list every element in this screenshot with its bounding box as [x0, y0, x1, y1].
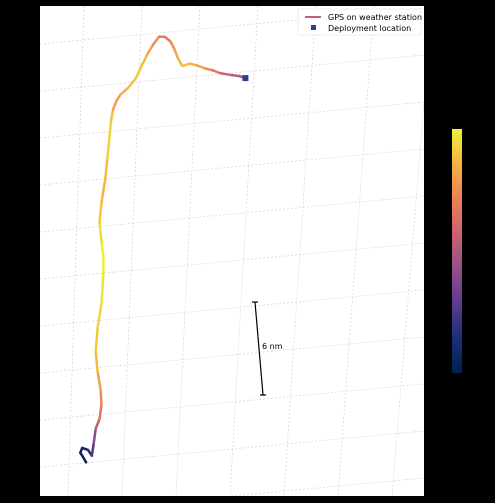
track-segment: [219, 72, 234, 77]
track-segment: [96, 369, 102, 392]
colorbar-tick-label: 0.0: [467, 370, 478, 378]
y-tick-label: 69.9°N: [8, 256, 36, 265]
colorbar-label: Drift speed (knots): [481, 218, 489, 284]
grid-line-lat: [40, 383, 424, 421]
colorbar-tick-label: 0.5: [467, 195, 478, 203]
grid-line-lon: [391, 100, 424, 496]
drift-track: [79, 35, 247, 464]
grid-line-lat: [40, 289, 424, 327]
track-segment: [98, 403, 103, 421]
track-segment: [169, 40, 176, 51]
track-segment: [211, 69, 222, 75]
y-tick-label: 70.15°N: [3, 22, 36, 31]
scale-bar-label: 6 nm: [262, 342, 283, 351]
track-segment: [100, 240, 105, 258]
track-segment: [196, 64, 207, 70]
legend-entry-deployment: Deployment location: [328, 24, 411, 33]
track-segment: [107, 120, 113, 142]
track-segment: [104, 158, 109, 181]
legend-box: [297, 8, 422, 36]
track-segment: [100, 177, 107, 205]
y-tick-label: 69.7°N: [8, 446, 36, 455]
deployment-marker: [242, 75, 249, 82]
grid-line-lon: [337, 6, 375, 496]
track-segment: [111, 98, 119, 112]
grid-line-lon: [283, 6, 317, 496]
track-segment: [94, 326, 99, 354]
track-segment: [140, 52, 149, 67]
map-grid: [14, 6, 424, 496]
y-tick-label: 70.05°N: [3, 116, 36, 125]
colorbar-tick-label: 0.1: [467, 335, 478, 343]
legend: GPS on weather station Deployment locati…: [297, 8, 422, 36]
y-axis-ticks: 70.15°N 70.1°N 70.05°N 70°N 69.95°N 69.9°N 69.…: [3, 22, 36, 455]
grid-line-lat: [40, 101, 424, 139]
grid-line-lon: [175, 6, 201, 496]
track-segment: [173, 47, 180, 61]
grid-line-lon: [67, 6, 85, 496]
grid-line-lon: [229, 6, 259, 496]
scale-bar: 6 nm: [252, 301, 283, 396]
grid-line-lon: [14, 6, 26, 496]
colorbar-tick-label: 0.4: [467, 230, 479, 238]
y-tick-label: 70°N: [16, 164, 36, 173]
track-segment: [98, 201, 103, 224]
track-segment: [98, 220, 103, 243]
track-segment: [90, 441, 96, 457]
scale-bar-line: [254, 301, 264, 396]
track-segment: [92, 427, 97, 445]
track-segment: [203, 67, 215, 72]
track-segment: [188, 62, 199, 67]
track-segment: [134, 64, 144, 80]
track-segment: [146, 43, 155, 56]
legend-square-icon: [311, 25, 316, 30]
grid-line-lat: [40, 430, 424, 468]
grid-line-lat: [40, 242, 424, 280]
grid-line-lon: [121, 6, 143, 496]
track-segment: [96, 302, 103, 330]
colorbar-tick-label: 0.7: [467, 126, 478, 134]
y-tick-label: 69.75°N: [3, 398, 36, 407]
grid-line-lat: [40, 7, 424, 45]
grid-line-lat: [40, 195, 424, 233]
grid-line-lat: [40, 148, 424, 186]
track-segment: [80, 454, 88, 464]
track-segment: [99, 389, 103, 406]
track-segment: [105, 139, 111, 161]
track-segment: [119, 86, 130, 96]
track-segment: [94, 350, 99, 373]
track-segment: [152, 35, 161, 46]
y-tick-label: 69.85°N: [3, 304, 36, 313]
track-segment: [100, 273, 105, 306]
colorbar-gradient: [452, 129, 462, 373]
y-tick-label: 70.1°N: [8, 70, 36, 79]
colorbar-tick-label: 0.6: [467, 160, 479, 168]
y-tick-label: 69.95°N: [3, 210, 36, 219]
y-tick-label: 69.8°N: [8, 352, 36, 361]
colorbar-tick-label: 0.3: [467, 265, 478, 273]
grid-line-lat: [40, 336, 424, 374]
colorbar: 0.0 0.1 0.2 0.3 0.4 0.5 0.6 0.7 Drift speed (kn…: [452, 126, 489, 378]
track-segment: [230, 73, 241, 78]
colorbar-ticks: 0.0 0.1 0.2 0.3 0.4 0.5 0.6 0.7: [462, 126, 479, 378]
track-segment: [127, 76, 138, 89]
track-segment: [109, 108, 115, 123]
grid-line-lat: [40, 54, 424, 92]
track-segment: [94, 417, 101, 430]
track-segment: [176, 57, 184, 67]
legend-entry-gps: GPS on weather station: [328, 13, 422, 22]
plot-area: [40, 6, 424, 496]
colorbar-tick-label: 0.2: [467, 300, 478, 308]
